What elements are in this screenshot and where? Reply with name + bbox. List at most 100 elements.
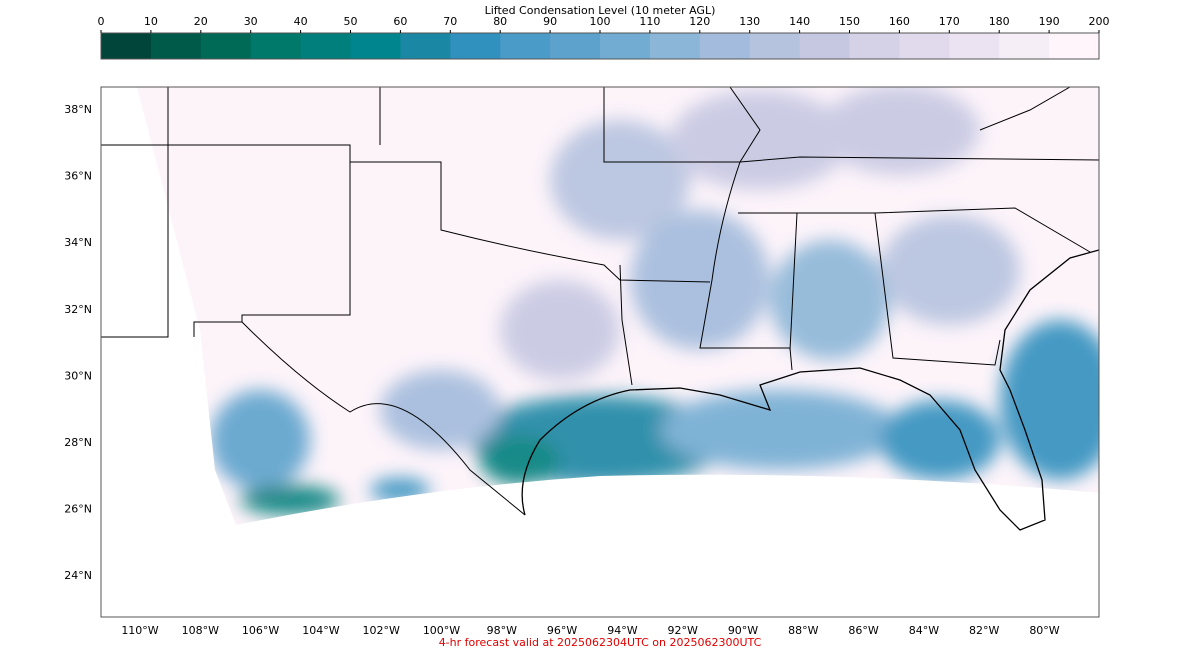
field-blob [240,485,340,515]
latitude-label: 34°N [64,236,92,249]
colorbar-swatch [150,33,202,59]
field-blob [630,210,770,350]
longitude-label: 98°W [487,624,517,637]
colorbar-tick-label: 110 [639,15,660,28]
colorbar-tick-label: 30 [244,15,258,28]
colorbar-tick-label: 50 [344,15,358,28]
longitude-label: 80°W [1029,624,1059,637]
colorbar-swatch [849,33,900,59]
colorbar-swatch [101,33,152,59]
colorbar-tick-label: 200 [1089,15,1110,28]
longitude-label: 92°W [668,624,698,637]
field-blob [1000,320,1099,480]
colorbar-swatch [300,33,351,59]
colorbar-tick-label: 180 [989,15,1010,28]
colorbar-swatch [649,33,701,59]
map-area [101,87,1099,617]
latitude-labels: 38°N 36°N 34°N 32°N 30°N 28°N 26°N 24°N [64,103,92,582]
colorbar-swatch [350,33,401,59]
latitude-label: 38°N [64,103,92,116]
colorbar-swatch [749,33,801,59]
longitude-label: 90°W [728,624,758,637]
colorbar-tick-label: 160 [889,15,910,28]
colorbar-swatch [1049,33,1100,59]
longitude-label: 104°W [302,624,339,637]
colorbar-swatch [200,33,252,59]
latitude-label: 24°N [64,569,92,582]
border [619,264,633,386]
longitude-label: 82°W [969,624,999,637]
field-blob [820,87,980,175]
colorbar-tick-label: 0 [98,15,105,28]
border [101,87,169,338]
field-blob [880,400,1000,480]
latitude-label: 36°N [64,170,92,183]
field-blob [210,390,310,490]
colorbar-tick-label: 120 [689,15,710,28]
longitude-label: 108°W [182,624,219,637]
map-frame [100,86,1100,618]
colorbar-tick-label: 190 [1039,15,1060,28]
longitude-label: 88°W [788,624,818,637]
colorbar-swatch [450,33,501,59]
colorbar-swatch [550,33,601,59]
longitude-label: 86°W [848,624,878,637]
longitude-label: 106°W [242,624,279,637]
colorbar-swatch [999,33,1050,59]
border [738,207,1091,253]
colorbar-swatch [899,33,950,59]
longitude-label: 102°W [363,624,400,637]
border [789,212,1001,366]
field-blob [770,240,890,360]
footer-note: 4-hr forecast valid at 2025062304UTC on … [439,636,762,649]
border [729,87,1071,163]
field-blob [880,215,1020,325]
colorbar-title: Lifted Condensation Level (10 meter AGL) [485,4,716,17]
colorbar-tick-label: 40 [294,15,308,28]
longitude-label: 84°W [909,624,939,637]
domain-bottom-mask [101,330,1099,617]
colorbar-tick-label: 70 [443,15,457,28]
colorbar-tick-label: 130 [739,15,760,28]
colorbar-tick-label: 150 [839,15,860,28]
latitude-label: 32°N [64,303,92,316]
field-shading [210,87,1099,515]
longitude-label: 94°W [607,624,637,637]
field-blob [550,120,690,240]
colorbar-swatch [600,33,651,59]
colorbar-tick-label: 60 [393,15,407,28]
border [241,321,526,516]
colorbar-tick-label: 80 [493,15,507,28]
colorbar-tick-label: 100 [590,15,611,28]
longitude-label: 110°W [121,624,158,637]
colorbar-tick-label: 140 [789,15,810,28]
field-blob [480,435,560,485]
colorbar-swatch [250,33,302,59]
colorbar-tick-label: 170 [939,15,960,28]
state-borders [101,87,1099,516]
colorbar-swatch [400,33,451,59]
border [193,162,351,337]
longitude-labels: 110°W 108°W 106°W 104°W 102°W 100°W 98°W 96°W 94… [121,624,1059,637]
field-blob [660,390,900,470]
colorbar-swatch [799,33,850,59]
border [101,144,711,283]
colorbar-tick-label: 20 [194,15,208,28]
latitude-label: 26°N [64,503,92,516]
field-blob [380,370,500,450]
longitude-label: 100°W [423,624,460,637]
field-blob [670,90,850,190]
border [699,161,793,371]
longitude-label: 96°W [547,624,577,637]
colorbar-tick-label: 90 [543,15,557,28]
latitude-label: 28°N [64,436,92,449]
colorbar: 0 10 20 30 40 50 60 70 80 90 100 110 120 130 140 150 160… [98,15,1110,60]
colorbar-swatch [500,33,551,59]
colorbar-swatch [699,33,751,59]
field-blob [500,280,620,380]
latitude-label: 30°N [64,369,92,382]
coastline [521,249,1099,531]
colorbar-swatch [949,33,1000,59]
